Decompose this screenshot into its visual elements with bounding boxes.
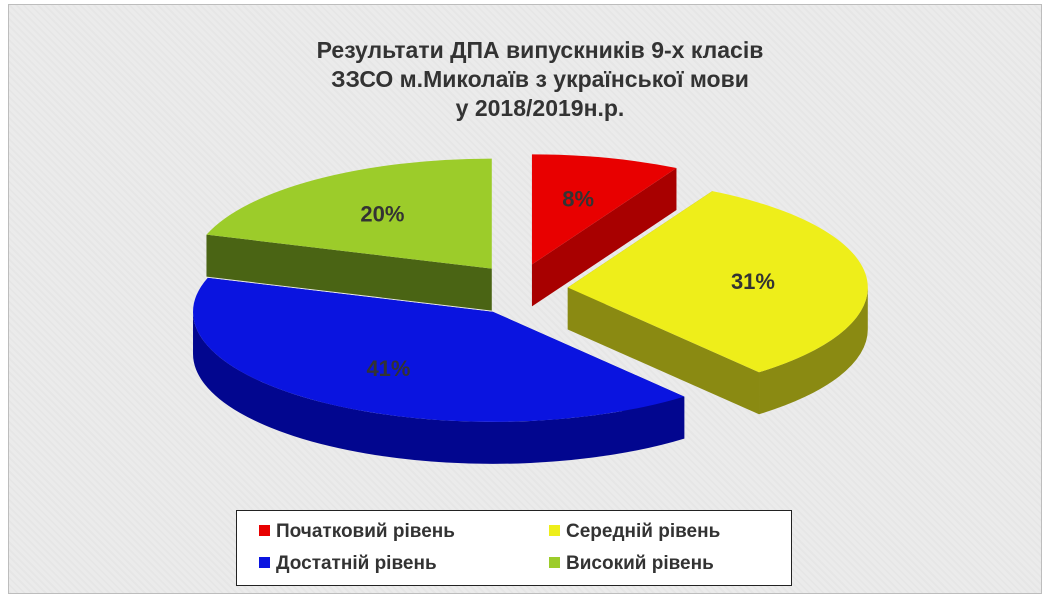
pie-slice-serednii-wall-end	[567, 287, 760, 415]
legend-item-serednii: Середній рівень	[549, 521, 720, 543]
pie-slice-vysokyi-wall-start	[206, 234, 492, 311]
chart-title-line-1: Результати ДПА випускників 9-х класів	[316, 37, 764, 63]
pie-slice-vysokyi-top	[206, 158, 492, 269]
legend-item-vysokyi: Високий рівень	[549, 553, 714, 575]
pie-slice-pochatkovyi	[531, 154, 677, 307]
legend-item-pochatkovyi: Початковий рівень	[259, 521, 455, 543]
legend: Початковий рівень Середній рівень Достат…	[236, 510, 792, 586]
legend-label-serednii: Середній рівень	[566, 521, 721, 542]
pie-slice-serednii-rim	[759, 287, 868, 415]
chart-title: Результати ДПА випускників 9-х класів ЗЗ…	[220, 36, 860, 123]
pie-slice-dostatnii-rim	[193, 311, 685, 464]
data-label-serednii: 31%	[731, 269, 775, 294]
legend-swatch-pochatkovyi	[259, 525, 270, 536]
legend-swatch-vysokyi	[549, 557, 560, 568]
pie-slice-dostatnii-top	[193, 277, 685, 422]
legend-swatch-serednii	[549, 525, 560, 536]
chart-title-line-2: ЗЗСО м.Миколаїв з української мови	[331, 66, 749, 92]
legend-swatch-dostatnii	[259, 557, 270, 568]
legend-label-pochatkovyi: Початковий рівень	[276, 521, 455, 542]
chart-title-line-3: у 2018/2019н.р.	[455, 95, 625, 121]
data-labels-group: 8% 20% 31% 41%	[360, 186, 775, 381]
pie-slice-dostatnii	[193, 277, 685, 464]
pie-slice-serednii-top	[567, 191, 868, 373]
legend-label-dostatnii: Достатній рівень	[276, 553, 437, 574]
legend-label-vysokyi: Високий рівень	[566, 553, 714, 574]
data-label-pochatkovyi: 8%	[562, 186, 594, 211]
chart-area	[8, 4, 1042, 594]
data-label-dostatnii: 41%	[366, 356, 410, 381]
pie-slice-vysokyi	[206, 158, 492, 311]
legend-item-dostatnii: Достатній рівень	[259, 553, 437, 575]
pie-slice-pochatkovyi-wall-end	[531, 168, 677, 307]
data-label-vysokyi: 20%	[360, 201, 404, 226]
pie-slice-serednii	[567, 191, 868, 415]
pie-slice-pochatkovyi-top	[531, 154, 677, 265]
pie-slices-group	[193, 154, 868, 464]
